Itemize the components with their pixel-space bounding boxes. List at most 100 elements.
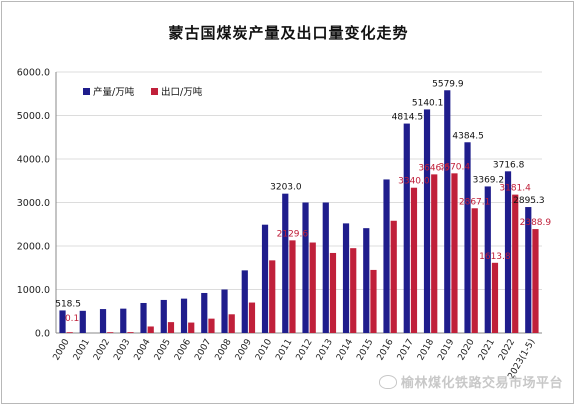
export-bar <box>431 174 438 333</box>
x-tick-label: 2009 <box>234 337 254 362</box>
export-bar <box>309 242 316 333</box>
legend-label: 出口/万吨 <box>161 86 203 98</box>
x-tick-label: 2022 <box>497 338 517 363</box>
export-data-label: 3340.0 <box>398 177 430 187</box>
export-data-label: 1613.8 <box>479 252 511 262</box>
production-bar <box>180 298 188 333</box>
production-data-label: 3716.8 <box>493 160 525 170</box>
legend-swatch <box>83 88 90 95</box>
production-bar <box>160 299 167 333</box>
y-tick-label: 0.0 <box>35 329 50 340</box>
export-bar <box>167 322 175 333</box>
production-bar <box>59 310 66 333</box>
y-tick-label: 2000.0 <box>17 242 50 253</box>
production-bar <box>79 310 86 333</box>
export-bar <box>147 326 154 333</box>
x-tick-label: 2019 <box>436 337 456 362</box>
x-tick-label: 2008 <box>214 337 234 362</box>
production-bar <box>484 186 491 333</box>
export-bar <box>188 322 195 333</box>
y-tick-label: 1000.0 <box>17 285 50 296</box>
production-bar <box>464 142 471 333</box>
chart-title: 蒙古国煤炭产量及出口量变化走势 <box>168 24 409 42</box>
x-tick-label: 2012 <box>295 338 315 363</box>
x-tick-label: 2006 <box>173 337 193 362</box>
export-bar <box>248 302 256 333</box>
production-data-label: 5140.1 <box>412 98 444 108</box>
export-bar <box>329 252 337 333</box>
legend-swatch <box>151 88 158 95</box>
production-bar <box>322 202 329 333</box>
export-bar <box>127 332 134 333</box>
export-data-label: 2129.6 <box>277 229 309 239</box>
production-data-label: 4814.5 <box>392 113 424 123</box>
production-bar <box>261 224 269 333</box>
export-data-label: 0.1 <box>65 314 79 324</box>
export-bar <box>66 332 73 333</box>
production-data-label: 3203.0 <box>270 183 302 193</box>
wechat-icon <box>378 374 397 389</box>
y-tick-label: 4000.0 <box>17 155 50 166</box>
x-tick-label: 2016 <box>376 337 396 362</box>
production-bar <box>221 289 228 333</box>
x-tick-label: 2004 <box>133 337 153 362</box>
export-bar <box>350 248 357 333</box>
x-tick-label: 2015 <box>355 338 375 363</box>
export-bar <box>512 194 519 333</box>
export-bar <box>410 187 418 333</box>
watermark-text: 榆林煤化铁路交易市场平台 <box>400 376 563 391</box>
export-data-label: 2867.1 <box>459 197 491 207</box>
production-bar <box>99 309 107 333</box>
production-bar <box>363 228 370 333</box>
legend-label: 产量/万吨 <box>93 86 135 98</box>
production-bar <box>140 302 147 333</box>
x-tick-label: 2002 <box>92 338 112 363</box>
production-bar <box>241 270 248 333</box>
export-bar <box>208 318 215 333</box>
x-tick-label: 2020 <box>457 337 477 362</box>
export-data-label: 2388.9 <box>520 218 552 228</box>
y-tick-label: 6000.0 <box>17 68 50 79</box>
export-data-label: 3646.5 <box>418 163 450 173</box>
export-bar <box>390 220 397 333</box>
x-tick-label: 2001 <box>72 338 92 363</box>
production-bar <box>282 193 289 333</box>
export-bar <box>269 260 276 333</box>
x-tick-label: 2011 <box>274 338 294 363</box>
production-bar <box>403 123 410 334</box>
export-bar <box>532 229 539 333</box>
export-bar <box>370 269 377 333</box>
x-tick-label: 2014 <box>335 337 355 362</box>
export-bar <box>471 208 478 333</box>
x-tick-label: 2005 <box>153 338 173 363</box>
production-data-label: 518.5 <box>55 299 81 309</box>
production-data-label: 4384.5 <box>452 131 484 141</box>
production-bar <box>383 179 390 333</box>
x-tick-label: 2010 <box>254 337 274 362</box>
production-bar <box>525 207 532 333</box>
production-bar <box>342 223 350 333</box>
export-bar <box>289 240 296 333</box>
production-bar <box>201 292 208 333</box>
x-tick-label: 2017 <box>396 338 416 363</box>
production-bar <box>120 308 127 333</box>
x-tick-label: 2013 <box>315 338 335 363</box>
production-bar <box>423 109 431 334</box>
production-data-label: 5579.9 <box>432 79 464 89</box>
x-tick-label: 2021 <box>477 338 497 363</box>
production-bar <box>302 202 309 333</box>
x-tick-label: 2018 <box>416 337 436 362</box>
export-bar <box>228 314 235 333</box>
x-tick-label: 2007 <box>193 338 213 363</box>
export-data-label: 3181.4 <box>499 184 531 194</box>
y-tick-label: 3000.0 <box>17 198 50 209</box>
export-bar <box>107 332 114 333</box>
watermark: 榆林煤化铁路交易市场平台 <box>378 372 563 391</box>
production-data-label: 2895.3 <box>513 196 545 206</box>
production-bar <box>444 90 451 333</box>
x-tick-label: 2003 <box>112 338 132 363</box>
export-data-label: 3670.4 <box>439 162 471 172</box>
y-tick-label: 5000.0 <box>17 111 50 122</box>
export-bar <box>491 262 499 333</box>
